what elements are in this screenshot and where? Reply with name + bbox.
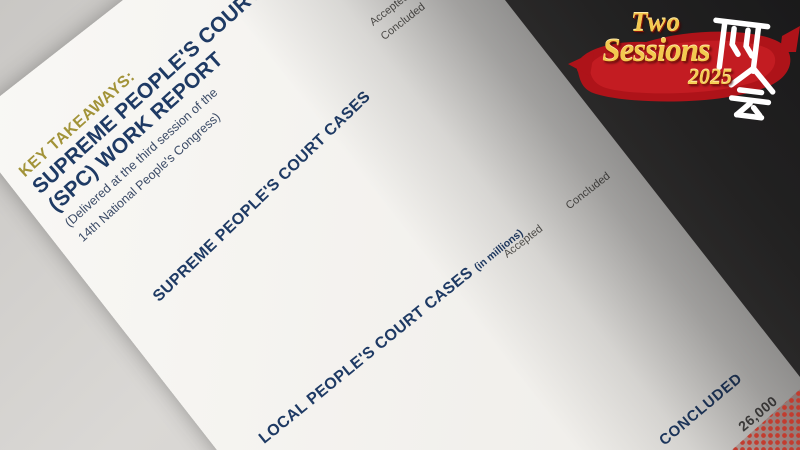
logo-word-two: Two — [631, 7, 681, 37]
two-sessions-logo: Two Sessions 2025 — [568, 0, 800, 132]
logo-wordmark: Two Sessions 2025 — [576, 7, 736, 89]
hanzi-liang-icon — [713, 17, 771, 74]
logo-year: 2025 — [688, 63, 732, 89]
hanzi-hui-icon — [728, 65, 776, 121]
logo-word-sessions: Sessions — [602, 32, 711, 69]
logo-brush-icon — [568, 17, 800, 121]
